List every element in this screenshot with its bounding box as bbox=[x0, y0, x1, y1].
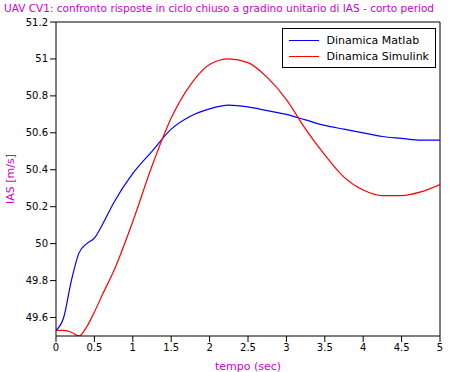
html-text:UAV CV1: confronto risposte in: UAV CV1: confronto risposte in ciclo chi… bbox=[4, 2, 434, 14]
svg-text:4: 4 bbox=[360, 342, 366, 353]
svg-text:0: 0 bbox=[53, 342, 59, 353]
html-text:Dinamica Matlab: Dinamica Matlab bbox=[326, 33, 420, 47]
svg-text:2.5: 2.5 bbox=[240, 342, 256, 353]
svg-text:50: 50 bbox=[35, 238, 48, 249]
svg-text:50.2: 50.2 bbox=[26, 201, 48, 212]
svg-text:3: 3 bbox=[283, 342, 289, 353]
svg-text:5: 5 bbox=[437, 342, 443, 353]
svg-text:50.4: 50.4 bbox=[26, 164, 48, 175]
svg-text:51.2: 51.2 bbox=[26, 17, 48, 28]
svg-text:50.8: 50.8 bbox=[26, 90, 48, 101]
html-text:Dinamica Simulink: Dinamica Simulink bbox=[326, 49, 429, 63]
svg-text:49.6: 49.6 bbox=[26, 312, 48, 323]
svg-text:1.5: 1.5 bbox=[163, 342, 179, 353]
svg-text:IAS [m/s]: IAS [m/s] bbox=[8, 154, 17, 204]
svg-text:1: 1 bbox=[130, 342, 136, 353]
svg-text:2: 2 bbox=[206, 342, 212, 353]
svg-text:tempo (sec): tempo (sec) bbox=[215, 360, 281, 372]
svg-text:4.5: 4.5 bbox=[394, 342, 410, 353]
svg-text:49.8: 49.8 bbox=[26, 275, 48, 286]
svg-text:0.5: 0.5 bbox=[86, 342, 102, 353]
svg-text:51: 51 bbox=[35, 53, 48, 64]
svg-text:3.5: 3.5 bbox=[317, 342, 333, 353]
svg-text:50.6: 50.6 bbox=[26, 127, 48, 138]
